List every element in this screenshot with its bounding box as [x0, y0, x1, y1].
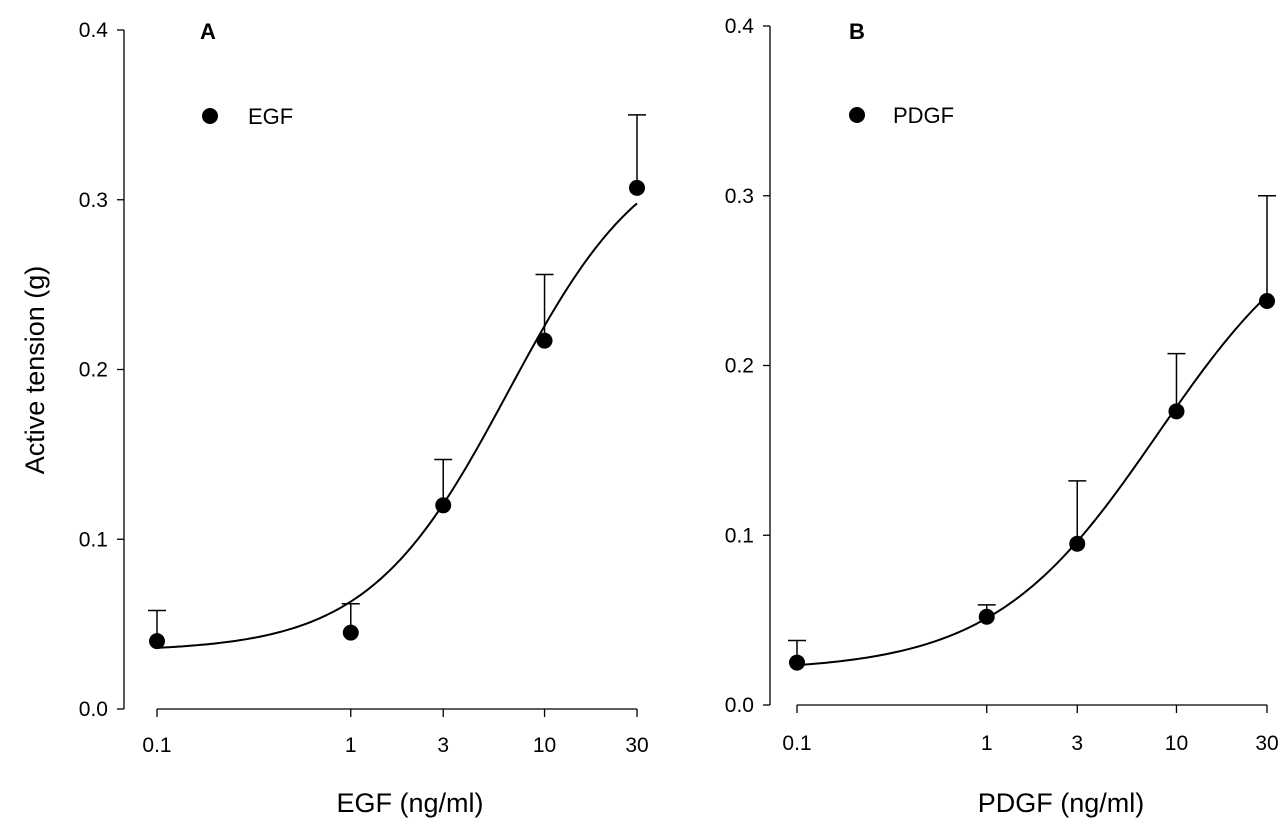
panel-a-x-tick-label: 30	[625, 734, 648, 757]
panel-b-data-point	[1259, 292, 1275, 309]
panel-b-chart: B PDGF PDGF (ng/ml) 0.0 0.1 0.2 0.3 0.4 0.1 1 3…	[725, 15, 1279, 818]
panel-a-letter: A	[200, 19, 216, 44]
panel-b-y-tick-label: 0.2	[725, 355, 754, 378]
panel-b-data-point	[978, 608, 995, 625]
panel-a-y-axis-title: Active tension (g)	[20, 266, 50, 475]
panel-a-data-point	[536, 332, 553, 349]
panel-a-x-tick-label: 3	[437, 734, 449, 757]
panel-b-x-axis-title: PDGF (ng/ml)	[978, 788, 1145, 818]
panel-a-legend-label: EGF	[248, 104, 293, 129]
panel-a-x-axis-title: EGF (ng/ml)	[336, 788, 483, 818]
panel-b-y-tick-label: 0.0	[725, 694, 754, 717]
panel-b-data-point	[789, 654, 805, 671]
panel-a-legend-marker	[202, 108, 218, 124]
panel-a-x-tick-label: 10	[533, 734, 556, 757]
panel-a-data-point	[435, 497, 452, 514]
panel-b-legend-marker	[849, 107, 865, 123]
panel-a-data-point	[629, 179, 645, 196]
panel-b-y-tick-label: 0.3	[725, 185, 754, 208]
panel-a-y-tick-label: 0.2	[79, 359, 108, 382]
panel-a-y-tick-label: 0.3	[79, 189, 108, 212]
panel-b-legend-label: PDGF	[893, 103, 954, 128]
panel-b-y-tick-label: 0.4	[725, 15, 755, 38]
panel-b-data-point	[1069, 535, 1086, 552]
panel-a-fit-curve	[156, 202, 638, 649]
panel-a-chart: A EGF EGF (ng/ml) Active tension (g) 0.0…	[20, 19, 649, 818]
panel-b-x-tick-label: 3	[1071, 732, 1083, 755]
panel-a-x-tick-label: 1	[345, 734, 357, 757]
panel-b-x-tick-label: 10	[1165, 732, 1188, 755]
panel-b-x-tick-label: 0.1	[782, 732, 811, 755]
panel-a-y-tick-label: 0.4	[79, 19, 109, 42]
panel-b-x-tick-label: 30	[1255, 732, 1278, 755]
panel-a-y-tick-label: 0.1	[79, 528, 108, 551]
panel-b-x-tick-label: 1	[981, 732, 993, 755]
panel-a-y-tick-label: 0.0	[79, 698, 108, 721]
panel-a-x-tick-label: 0.1	[142, 734, 171, 757]
panel-b-fit-curve	[796, 295, 1268, 667]
panel-b-data-point	[1168, 403, 1185, 420]
panel-a-data-point	[149, 633, 165, 650]
panel-a-data-point	[342, 624, 359, 641]
panel-b-letter: B	[849, 19, 865, 44]
panel-b-y-tick-label: 0.1	[725, 524, 754, 547]
